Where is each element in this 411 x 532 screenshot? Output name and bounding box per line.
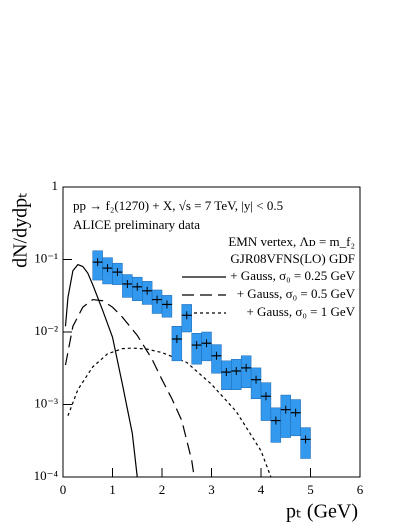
error-box — [270, 407, 282, 443]
data-label: ALICE preliminary data — [73, 217, 200, 232]
error-box — [260, 382, 272, 421]
x-tick-label: 6 — [357, 482, 364, 497]
y-tick-label: 1 — [52, 178, 59, 193]
legend-label: + Gauss, σ₀ = 0.5 GeV — [237, 286, 356, 301]
error-box — [280, 394, 291, 438]
x-tick-label: 3 — [208, 482, 215, 497]
y-axis-label: dN/dydpₜ — [10, 192, 32, 268]
y-tick-label: 10⁻³ — [34, 395, 58, 410]
x-tick-label: 0 — [60, 482, 67, 497]
y-tick-label: 10⁻² — [34, 323, 58, 338]
legend-label: + Gauss, σ₀ = 0.25 GeV — [230, 268, 355, 283]
error-box — [171, 326, 183, 362]
x-axis-label: pₜ (GeV) — [286, 501, 358, 523]
error-box — [290, 399, 301, 437]
legend-label: + Gauss, σ₀ = 1 GeV — [246, 304, 355, 319]
curve — [64, 263, 138, 478]
annotation: EMN vertex, Λᴅ = m_f₂ — [228, 234, 355, 249]
annotation: GJR08VFNS(LO) GDF — [230, 251, 355, 266]
x-tick-label: 4 — [258, 482, 265, 497]
x-tick-label: 5 — [307, 482, 314, 497]
x-tick-label: 1 — [109, 482, 116, 497]
x-tick-label: 2 — [159, 482, 166, 497]
curve — [67, 347, 272, 478]
y-tick-label: 10⁻¹ — [34, 250, 58, 265]
y-tick-label: 10⁻⁴ — [34, 468, 59, 483]
chart-title: pp → f₂(1270) + X, √s = 7 TeV, |y| < 0.5 — [73, 198, 283, 213]
curve — [64, 298, 195, 478]
